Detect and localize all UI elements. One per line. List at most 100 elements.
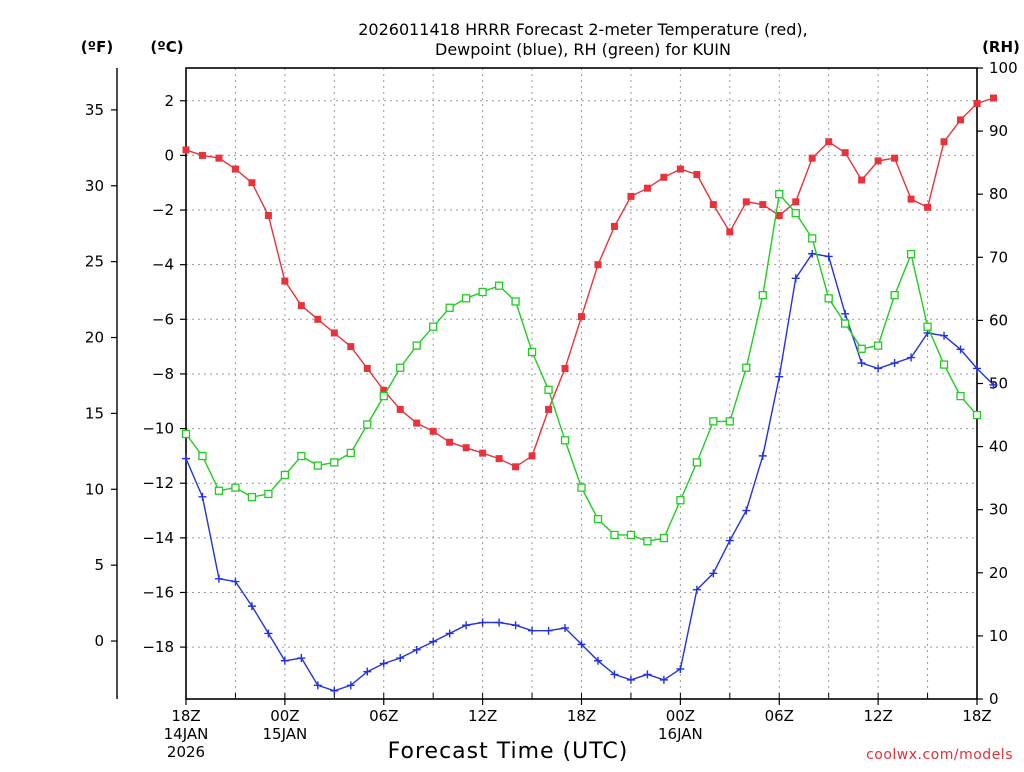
- temperature-marker: [330, 329, 338, 337]
- dewpoint-marker: [791, 274, 800, 283]
- dewpoint-marker: [940, 331, 949, 340]
- fahrenheit-tick-label: 30: [85, 177, 104, 195]
- temperature-marker: [858, 176, 866, 184]
- dewpoint-marker: [593, 656, 602, 665]
- temperature-marker: [182, 146, 190, 154]
- fahrenheit-tick-label: 35: [85, 101, 104, 119]
- rh-tick-label: 10: [989, 627, 1008, 645]
- rh-marker: [527, 347, 537, 357]
- rh-marker: [890, 291, 899, 300]
- dewpoint-marker: [643, 670, 652, 679]
- temperature-marker: [281, 277, 289, 285]
- dewpoint-marker: [462, 621, 471, 630]
- dewpoint-marker: [511, 621, 520, 630]
- celsius-tick-label: −2: [152, 201, 174, 219]
- temperature-marker: [742, 198, 750, 206]
- rh-marker: [709, 417, 718, 426]
- rh-marker: [923, 322, 932, 331]
- x-tick-label: 00Z: [666, 707, 695, 725]
- dewpoint-series: [182, 249, 998, 695]
- x-tick-label: 12Z: [468, 707, 497, 725]
- temperature-marker: [561, 364, 569, 372]
- dewpoint-marker: [280, 656, 289, 665]
- rh-tick-label: 100: [989, 59, 1018, 77]
- plot-frame: [185, 67, 978, 700]
- rh-marker: [494, 281, 504, 290]
- temperature-marker: [940, 138, 948, 146]
- temperature-marker: [264, 212, 272, 220]
- rh-marker: [659, 533, 669, 543]
- temperature-marker: [660, 173, 668, 181]
- dewpoint-marker: [841, 309, 850, 318]
- x-tick-label: 2026: [167, 743, 205, 761]
- rh-marker: [330, 458, 339, 467]
- temperature-marker: [215, 154, 223, 162]
- dewpoint-marker: [610, 670, 619, 679]
- dewpoint-marker: [973, 364, 981, 373]
- dewpoint-marker: [874, 364, 883, 373]
- rh-marker: [231, 483, 240, 492]
- rh-marker: [643, 537, 652, 546]
- rh-tick-label: 0: [989, 690, 999, 708]
- dewpoint-marker: [396, 654, 405, 663]
- temperature-marker: [924, 203, 932, 211]
- temperature-marker: [726, 228, 734, 236]
- temperature-marker: [462, 444, 470, 452]
- rh-marker: [725, 417, 734, 426]
- rh-marker: [956, 391, 965, 401]
- rh-marker: [610, 530, 619, 540]
- rh-marker: [593, 515, 603, 524]
- temperature-marker: [314, 315, 322, 323]
- dewpoint-marker: [346, 681, 355, 690]
- temperature-marker: [627, 192, 635, 200]
- dewpoint-marker: [198, 492, 207, 501]
- x-axis-label: Forecast Time (UTC): [388, 739, 629, 764]
- dewpoint-marker: [363, 667, 372, 676]
- dewpoint-marker: [676, 664, 685, 673]
- rh-marker: [181, 429, 191, 439]
- x-tick-label: 18Z: [171, 707, 200, 725]
- x-tick-label: 18Z: [567, 707, 596, 725]
- celsius-tick-label: −14: [142, 529, 174, 547]
- dewpoint-marker: [577, 640, 586, 649]
- dewpoint-marker: [742, 506, 751, 515]
- fahrenheit-unit-label: (ºF): [81, 38, 113, 56]
- rh-marker: [676, 496, 685, 505]
- x-tick-label: 12Z: [863, 707, 892, 725]
- dewpoint-marker: [709, 569, 718, 578]
- temperature-marker: [957, 116, 965, 124]
- dewpoint-marker: [313, 681, 322, 690]
- temperature-marker: [825, 138, 833, 146]
- rh-marker: [808, 234, 817, 243]
- rh-marker: [758, 291, 767, 300]
- dewpoint-line: [185, 252, 994, 692]
- dewpoint-marker: [626, 675, 635, 684]
- dewpoint-marker: [561, 623, 570, 632]
- temperature-marker: [792, 198, 800, 206]
- temperature-marker: [380, 386, 388, 394]
- dewpoint-marker: [692, 585, 701, 594]
- rh-marker: [742, 363, 751, 372]
- rh-series: [181, 190, 982, 546]
- dewpoint-marker: [758, 451, 767, 460]
- rh-marker: [264, 489, 273, 499]
- fahrenheit-tick-label: 25: [85, 253, 104, 271]
- dewpoint-marker: [247, 602, 256, 611]
- rh-marker: [626, 530, 636, 540]
- dewpoint-marker: [297, 654, 306, 663]
- dewpoint-marker: [890, 359, 899, 368]
- celsius-tick-label: −6: [152, 310, 174, 328]
- dewpoint-marker: [214, 574, 223, 583]
- dewpoint-marker: [379, 659, 388, 668]
- temperature-marker: [693, 171, 701, 179]
- fahrenheit-tick-label: 0: [94, 632, 104, 650]
- temperature-marker: [363, 364, 371, 372]
- temperature-marker: [610, 222, 618, 230]
- temperature-marker: [446, 438, 454, 446]
- rh-marker: [560, 436, 570, 445]
- temperature-marker: [347, 343, 355, 351]
- rh-tick-label: 80: [989, 185, 1008, 203]
- chart-title-line2: Dewpoint (blue), RH (green) for KUIN: [435, 40, 731, 59]
